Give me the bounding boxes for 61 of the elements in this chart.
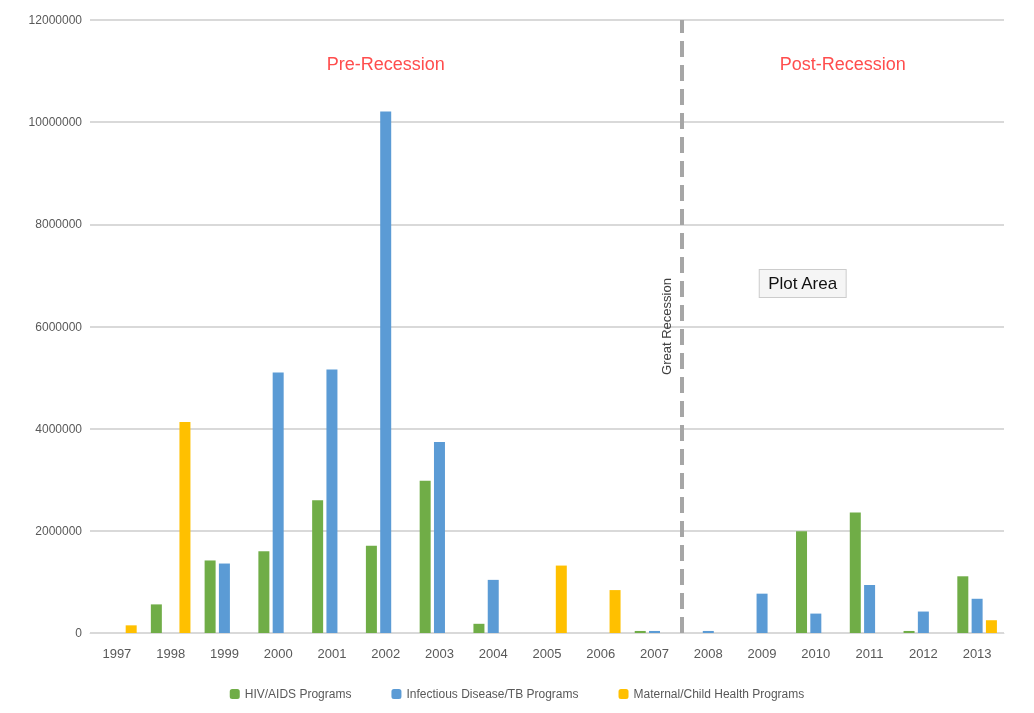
x-tick-label: 2003 (425, 646, 454, 661)
x-tick-label: 1999 (209, 646, 239, 661)
x-tick-label: 2007 (640, 646, 669, 661)
bar (326, 369, 338, 633)
bar (971, 598, 983, 633)
bar (810, 613, 822, 633)
x-tick-label: 2013 (962, 646, 992, 661)
bar (487, 579, 499, 633)
x-tick-label: 2012 (908, 646, 938, 661)
x-tick-label: 2010 (801, 646, 831, 661)
x-tick-label: 2000 (263, 646, 293, 661)
annotation: Pre-Recession (326, 54, 445, 74)
bar (380, 111, 392, 633)
bar (756, 593, 768, 633)
bar (555, 565, 567, 633)
bar (634, 630, 646, 633)
bar (985, 620, 997, 633)
bar (419, 480, 431, 633)
bar (864, 584, 876, 633)
x-tick-label: 2009 (747, 646, 777, 661)
ref-line-label: Great Recession (659, 278, 675, 375)
bar (150, 604, 162, 633)
y-tick-label: 2000000 (35, 523, 83, 538)
bar (433, 441, 445, 633)
x-tick-label: 2005 (532, 646, 562, 661)
y-tick-label: 8000000 (35, 217, 83, 232)
bar (272, 372, 284, 633)
bar (204, 560, 216, 633)
bar (649, 630, 661, 633)
y-tick-label: 10000000 (28, 115, 83, 130)
bar (312, 500, 324, 633)
bar (125, 625, 137, 633)
legend-label: Infectious Disease/TB Programs (406, 687, 579, 701)
y-tick-label: 6000000 (35, 319, 83, 334)
y-tick-label: 0 (75, 626, 83, 640)
y-tick-label: 4000000 (35, 421, 83, 436)
bar (849, 512, 861, 633)
x-tick-label: 2004 (478, 646, 508, 661)
bar (179, 422, 191, 633)
legend-label: Maternal/Child Health Programs (633, 687, 805, 701)
bar (796, 531, 808, 633)
bar (365, 545, 377, 633)
bar (702, 630, 714, 633)
bar (258, 551, 270, 633)
annotation: Post-Recession (779, 54, 906, 74)
y-tick-label: 12000000 (28, 13, 83, 27)
legend-label: HIV/AIDS Programs (244, 687, 352, 701)
bar (917, 611, 929, 633)
x-tick-label: 2008 (693, 646, 723, 661)
bar (903, 630, 915, 633)
x-tick-label: 1998 (156, 646, 186, 661)
bar (473, 623, 485, 633)
x-tick-label: 2002 (371, 646, 401, 661)
bar (609, 590, 621, 633)
x-tick-label: 2011 (855, 646, 884, 661)
x-tick-label: 1997 (102, 646, 132, 661)
x-tick-label: 2001 (317, 646, 347, 661)
bar (218, 563, 230, 633)
annotation: Plot Area (768, 274, 838, 293)
bar (957, 576, 969, 633)
x-tick-label: 2006 (586, 646, 616, 661)
